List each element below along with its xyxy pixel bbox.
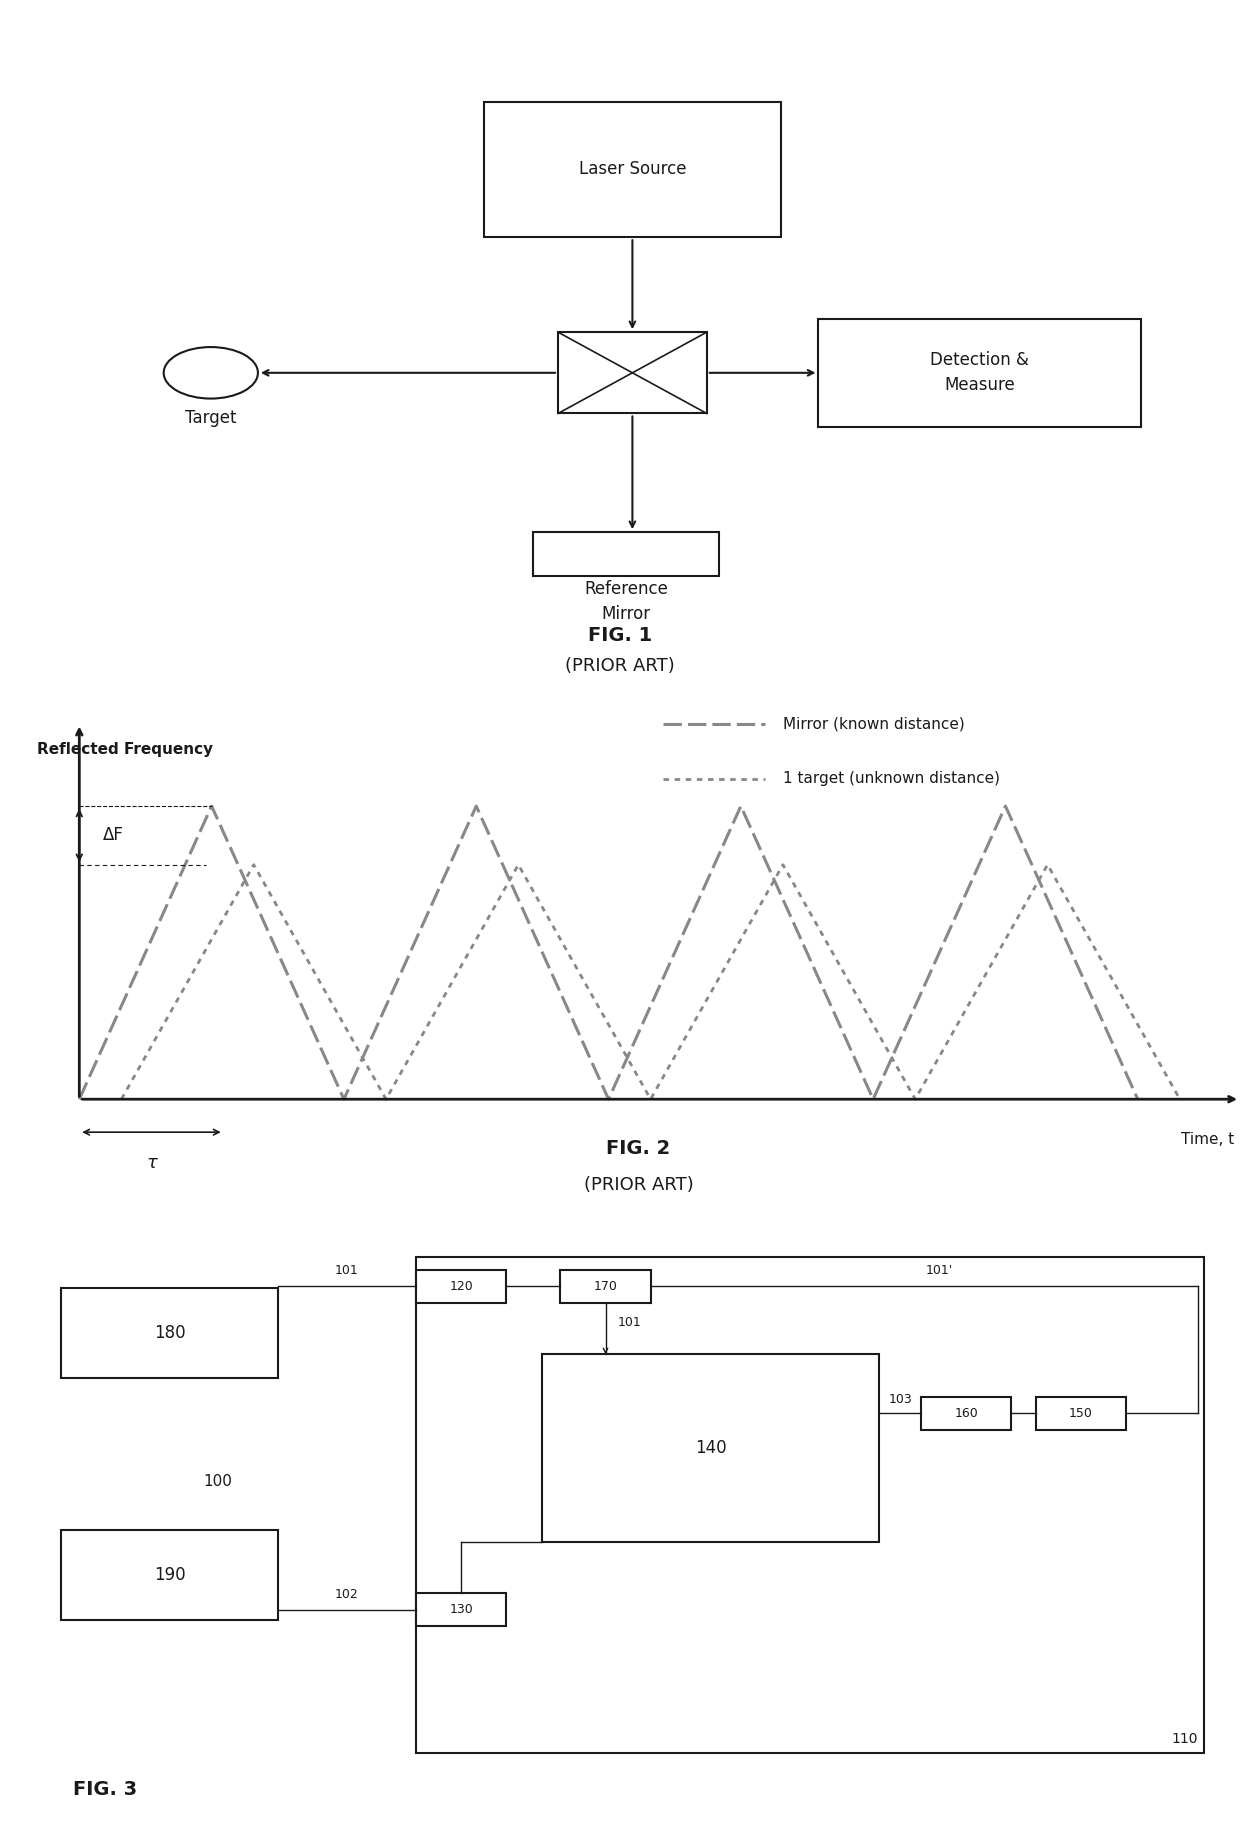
Text: 101': 101'	[926, 1264, 952, 1277]
Text: 101: 101	[335, 1264, 358, 1277]
Text: 140: 140	[694, 1438, 727, 1456]
Text: Mirror (known distance): Mirror (known distance)	[782, 716, 965, 731]
Text: Reflected Frequency: Reflected Frequency	[37, 742, 213, 757]
Bar	[61, 1288, 278, 1378]
Bar	[484, 101, 781, 236]
Bar	[558, 332, 707, 414]
Text: 100: 100	[203, 1473, 232, 1489]
Text: Target: Target	[185, 409, 237, 427]
Text: 102: 102	[335, 1588, 358, 1601]
Bar	[533, 531, 719, 575]
Text: 101: 101	[618, 1315, 641, 1328]
Text: Detection &
Measure: Detection & Measure	[930, 352, 1029, 394]
Text: (PRIOR ART): (PRIOR ART)	[565, 656, 675, 674]
Text: 1 target (unknown distance): 1 target (unknown distance)	[782, 771, 999, 786]
Text: 120: 120	[449, 1281, 474, 1293]
Text: FIG. 2: FIG. 2	[606, 1140, 671, 1158]
Bar	[560, 1270, 651, 1303]
Text: 170: 170	[594, 1281, 618, 1293]
Text: 110: 110	[1172, 1731, 1198, 1746]
Bar	[61, 1530, 278, 1619]
Bar	[417, 1257, 1204, 1753]
Bar	[542, 1354, 879, 1543]
Text: 150: 150	[1069, 1407, 1092, 1420]
Text: FIG. 1: FIG. 1	[588, 627, 652, 645]
Text: Reference
Mirror: Reference Mirror	[584, 579, 668, 623]
Bar	[417, 1594, 506, 1627]
Text: Laser Source: Laser Source	[579, 161, 686, 178]
Bar	[921, 1396, 1012, 1429]
Text: FIG. 3: FIG. 3	[73, 1781, 138, 1799]
Text: ΔF: ΔF	[103, 826, 124, 845]
Text: 160: 160	[955, 1407, 978, 1420]
Text: 130: 130	[449, 1603, 474, 1616]
Text: (PRIOR ART): (PRIOR ART)	[584, 1176, 693, 1194]
Text: τ: τ	[146, 1154, 157, 1172]
Circle shape	[164, 346, 258, 399]
Bar	[1035, 1396, 1126, 1429]
Text: Time, t: Time, t	[1180, 1132, 1234, 1147]
Bar	[417, 1270, 506, 1303]
Text: 103: 103	[888, 1392, 913, 1405]
Text: 190: 190	[154, 1566, 185, 1585]
Text: 180: 180	[154, 1325, 185, 1343]
Bar	[818, 319, 1141, 427]
